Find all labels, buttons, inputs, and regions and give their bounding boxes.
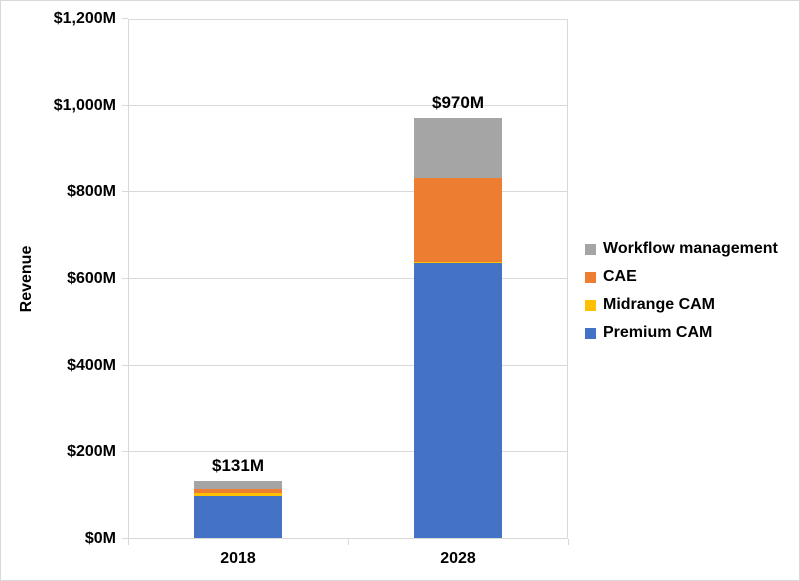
y-tick-mark: [122, 364, 128, 366]
y-tick-mark: [122, 104, 128, 106]
legend-swatch-icon: [585, 243, 596, 255]
y-tick-label: $600M: [67, 270, 116, 287]
x-tick-mark: [128, 539, 129, 545]
gridline: [129, 278, 567, 279]
y-tick-mark: [122, 451, 128, 453]
legend-item-premium-cam: Premium CAM: [585, 319, 778, 347]
bar-segment-premium-cam-2018: [194, 495, 282, 538]
y-tick-label: $0M: [84, 530, 116, 547]
gridline: [129, 451, 567, 453]
x-category-label-2028: 2028: [440, 550, 476, 567]
y-tick-label: $200M: [67, 443, 116, 461]
legend-item-midrange-cam: Midrange CAM: [585, 291, 778, 319]
y-tick-mark: [122, 191, 128, 193]
x-tick-mark: [348, 539, 349, 545]
gridline: [129, 191, 567, 193]
y-tick-mark: [122, 18, 128, 19]
legend-item-cae: CAE: [585, 263, 778, 291]
y-tick-label: $800M: [67, 183, 116, 201]
bar-segment-workflow-management-2018: [194, 481, 282, 490]
x-tick-mark: [568, 539, 569, 545]
bar-segment-cae-2028: [414, 178, 502, 262]
legend-swatch-icon: [585, 271, 596, 283]
y-tick-mark: [122, 278, 128, 279]
plot-area: [128, 19, 568, 539]
legend-label: Premium CAM: [603, 324, 713, 341]
bar-segment-midrange-cam-2028: [414, 261, 502, 263]
gridline: [129, 104, 567, 106]
y-tick-label: $1,000M: [53, 96, 116, 114]
gridline: [129, 364, 567, 366]
bar-total-label-2028: $970M: [432, 92, 484, 112]
bar-segment-cae-2018: [194, 489, 282, 494]
bar-segment-premium-cam-2028: [414, 262, 502, 538]
legend-swatch-icon: [585, 327, 596, 339]
y-tick-label: $1,200M: [53, 10, 116, 27]
x-category-label-2018: 2018: [220, 550, 256, 567]
legend-label: Midrange CAM: [603, 296, 715, 313]
legend-swatch-icon: [585, 299, 596, 311]
bar-total-label-2018: $131M: [212, 456, 264, 476]
legend-label: Workflow management: [603, 240, 778, 257]
legend-item-workflow-management: Workflow management: [585, 235, 778, 263]
y-tick-label: $400M: [67, 356, 116, 374]
bar-segment-workflow-management-2028: [414, 117, 502, 179]
y-tick-mark: [122, 538, 128, 539]
legend-label: CAE: [603, 268, 637, 285]
legend: Workflow management CAE Midrange CAM Premiu…: [585, 235, 778, 347]
bar-segment-midrange-cam-2018: [194, 493, 282, 496]
